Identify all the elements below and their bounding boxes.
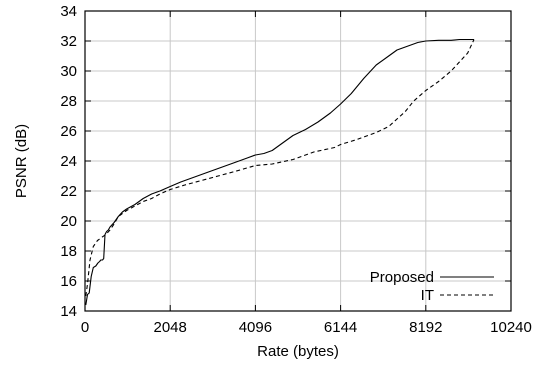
- x-tick-label: 0: [81, 319, 89, 336]
- legend-label: IT: [421, 287, 434, 304]
- y-tick-label: 14: [60, 303, 77, 320]
- series-line-it: [86, 40, 474, 297]
- y-tick-label: 32: [60, 33, 77, 50]
- y-tick-label: 26: [60, 123, 77, 140]
- y-tick-label: 18: [60, 243, 77, 260]
- x-axis-title: Rate (bytes): [257, 343, 339, 360]
- x-tick-label: 2048: [154, 319, 187, 336]
- tick-labels: 0 2048 4096 6144 8192 10240 14 16 18 20 22 24 26 28 30…: [60, 3, 532, 336]
- x-tick-label: 4096: [239, 319, 272, 336]
- y-tick-label: 28: [60, 93, 77, 110]
- y-tick-label: 30: [60, 63, 77, 80]
- y-tick-label: 34: [60, 3, 77, 20]
- y-tick-label: 24: [60, 153, 77, 170]
- series-line-proposed: [86, 40, 474, 306]
- x-tick-label: 8192: [409, 319, 442, 336]
- grid: [85, 11, 511, 311]
- legend-label: Proposed: [370, 269, 434, 286]
- y-tick-label: 22: [60, 183, 77, 200]
- y-axis-title: PSNR (dB): [13, 124, 30, 198]
- x-tick-label: 10240: [490, 319, 532, 336]
- y-tick-label: 20: [60, 213, 77, 230]
- series-group: [86, 40, 474, 306]
- y-tick-label: 16: [60, 273, 77, 290]
- x-tick-label: 6144: [324, 319, 357, 336]
